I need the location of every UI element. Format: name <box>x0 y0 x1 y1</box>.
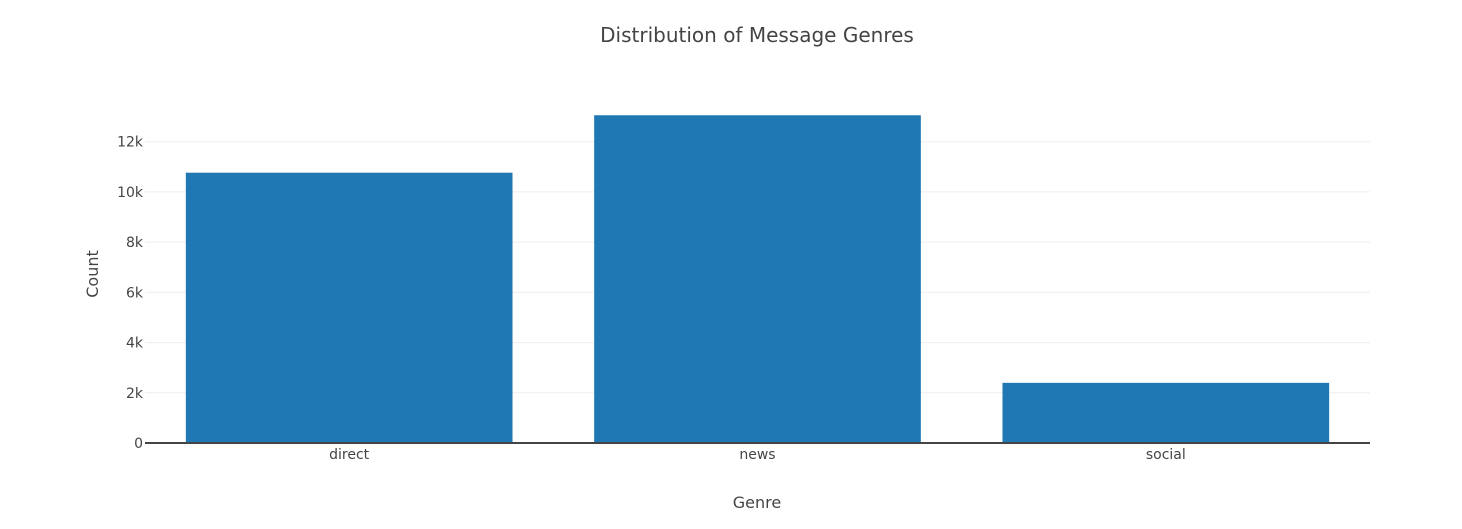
bars <box>185 115 1330 444</box>
x-tick-label: direct <box>329 447 370 463</box>
x-tick-labels: direct news social <box>329 447 1186 463</box>
y-tick-label: 10k <box>117 185 144 201</box>
y-tick-label: 12k <box>117 135 144 151</box>
bar-news[interactable] <box>594 115 921 443</box>
x-tick-label: social <box>1146 447 1186 463</box>
bar-social[interactable] <box>1002 382 1330 443</box>
chart-title: Distribution of Message Genres <box>600 23 914 47</box>
y-tick-label: 0 <box>134 436 143 452</box>
x-tick-label: news <box>739 447 775 463</box>
y-tick-labels: 0 2k 4k 6k 8k 10k 12k <box>117 135 144 452</box>
y-tick-label: 8k <box>126 235 144 251</box>
x-axis-title: Genre <box>733 493 781 512</box>
y-tick-label: 2k <box>126 386 144 402</box>
y-tick-label: 4k <box>126 336 144 352</box>
y-axis-title: Count <box>83 250 102 298</box>
y-tick-label: 6k <box>126 285 144 301</box>
bar-direct[interactable] <box>185 172 513 444</box>
